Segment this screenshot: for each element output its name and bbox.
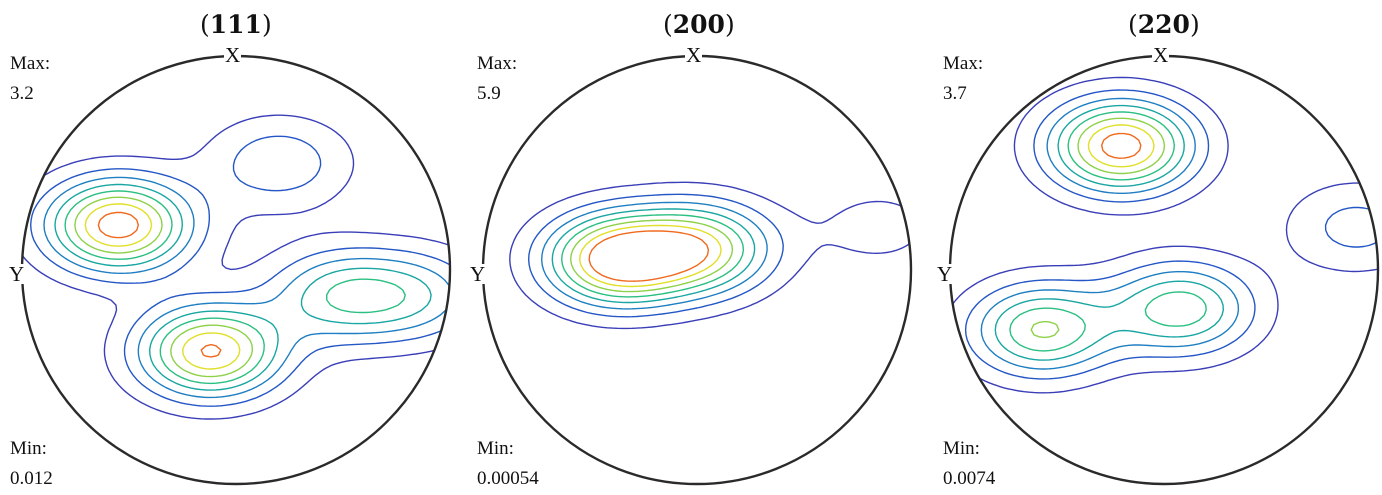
contour-level-5: [64, 190, 406, 385]
contour-level-1: [509, 181, 911, 330]
min-label-text: Min:: [10, 438, 47, 459]
min-value: 0.0074: [943, 468, 996, 489]
pole-figure-200: (200) Max: 5.9 Min: 0.00054 X Y: [466, 0, 926, 495]
axis-label-x: X: [224, 43, 242, 67]
contour-group: [22, 114, 450, 420]
pole-figure-title: (111): [200, 10, 272, 39]
contour-level-2: [964, 89, 1378, 380]
contour-level-5: [561, 214, 745, 298]
contour-level-3: [980, 97, 1240, 370]
contour-level-3: [541, 201, 768, 310]
contour-level-5: [1009, 111, 1207, 352]
min-label-text: Min:: [943, 438, 980, 459]
contour-level-6: [570, 219, 734, 293]
max-label-text: Max:: [943, 53, 984, 74]
contour-level-1: [950, 76, 1378, 394]
max-label-text: Max:: [477, 53, 518, 74]
max-label: Max: 5.9: [477, 49, 517, 109]
contour-level-1: [22, 114, 450, 420]
pole-figure-111: (111) Max: 3.2 Min: 0.012 X Y: [5, 0, 465, 495]
axis-label-y: Y: [8, 262, 26, 286]
pole-figure-111-plot: [20, 54, 452, 486]
contour-group: [509, 181, 911, 330]
axis-label-x: X: [685, 43, 703, 67]
axis-label-y: Y: [936, 262, 954, 286]
contour-level-6: [74, 196, 254, 378]
min-label-text: Min:: [477, 438, 514, 459]
contour-level-2: [528, 193, 784, 318]
max-value: 3.7: [943, 83, 967, 104]
contour-level-4: [994, 104, 1224, 361]
pole-figure-200-plot: [481, 54, 913, 486]
max-value: 3.2: [10, 83, 34, 104]
contour-level-4: [551, 208, 756, 304]
contour-level-7: [1087, 124, 1155, 168]
contour-group: [950, 76, 1378, 394]
contour-level-6: [1030, 117, 1166, 339]
contour-level-7: [579, 224, 722, 288]
pole-figure-220: (220) Max: 3.7 Min: 0.0074 X Y: [933, 0, 1382, 495]
max-label-text: Max:: [10, 53, 51, 74]
contour-level-7: [84, 203, 241, 370]
pole-figure-boundary: [481, 54, 913, 486]
min-label: Min: 0.00054: [477, 434, 539, 494]
min-label: Min: 0.012: [10, 434, 53, 494]
axis-label-y: Y: [469, 262, 487, 286]
min-value: 0.012: [10, 468, 53, 489]
axis-label-x: X: [1152, 43, 1170, 67]
contour-level-2: [30, 135, 450, 407]
contour-level-3: [43, 176, 450, 399]
contour-level-8: [97, 211, 222, 358]
contour-level-8: [588, 230, 710, 282]
pole-figure-220-plot: [948, 54, 1380, 486]
max-label: Max: 3.7: [943, 49, 983, 109]
max-label: Max: 3.2: [10, 49, 50, 109]
min-value: 0.00054: [477, 468, 539, 489]
max-value: 5.9: [477, 83, 501, 104]
contour-level-8: [1101, 132, 1142, 159]
min-label: Min: 0.0074: [943, 434, 995, 494]
pole-figure-title: (200): [663, 10, 735, 39]
pole-figure-title: (220): [1128, 10, 1200, 39]
contour-level-4: [54, 183, 432, 391]
